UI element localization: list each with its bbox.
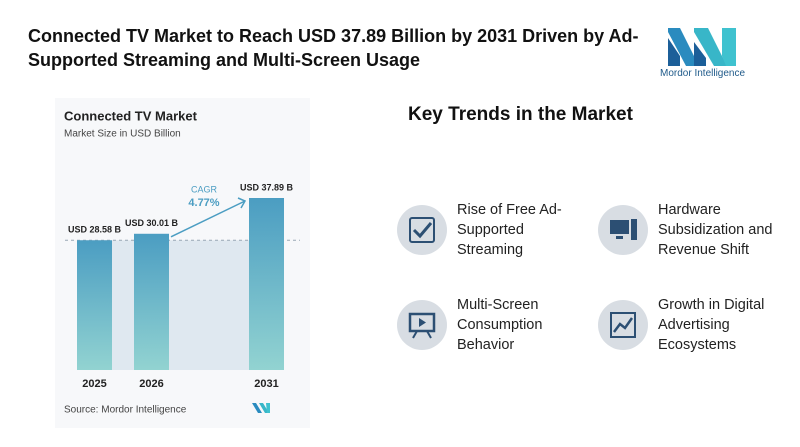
source: Source: Mordor Intelligence xyxy=(64,405,187,416)
trend-text: Growth in Digital Advertising Ecosystems xyxy=(658,297,765,353)
trend-icon xyxy=(598,300,648,350)
x-tick-label: 2025 xyxy=(82,378,106,390)
brand-name: Mordor Intelligence xyxy=(660,68,746,79)
trend-text: Multi-Screen Consumption Behavior xyxy=(457,297,543,353)
trend-item: Growth in Digital Advertising Ecosystems xyxy=(598,285,788,365)
trend-icon xyxy=(397,300,447,350)
cagr-label: CAGR xyxy=(191,184,218,194)
chart: Connected TV Market Market Size in USD B… xyxy=(55,98,310,428)
bar xyxy=(249,198,284,370)
cagr-arrowhead xyxy=(237,197,247,209)
x-tick-label: 2031 xyxy=(254,378,278,390)
cagr-arrow xyxy=(170,200,246,238)
page-title: Connected TV Market to Reach USD 37.89 B… xyxy=(28,26,639,70)
value-label: USD 30.01 B xyxy=(125,218,179,228)
source-logo xyxy=(252,403,270,413)
trend-icon xyxy=(598,205,648,255)
chart-subtitle: Market Size in USD Billion xyxy=(64,129,181,140)
bar xyxy=(77,240,112,370)
trend-item: Rise of Free Ad-Supported Streaming xyxy=(397,190,587,270)
trend-icon xyxy=(397,205,447,255)
trend-item: Hardware Subsidization and Revenue Shift xyxy=(598,190,788,270)
trend-text: Rise of Free Ad-Supported Streaming xyxy=(457,202,562,258)
value-label: USD 28.58 B xyxy=(68,225,122,235)
x-tick-label: 2026 xyxy=(139,378,163,390)
trend-text: Hardware Subsidization and Revenue Shift xyxy=(658,202,773,258)
value-label: USD 37.89 B xyxy=(240,182,294,192)
cagr-value: 4.77% xyxy=(188,197,219,209)
trend-item: Multi-Screen Consumption Behavior xyxy=(397,285,587,365)
trends-title: Key Trends in the Market xyxy=(408,104,633,125)
bar xyxy=(134,233,169,370)
logo xyxy=(668,28,736,66)
chart-title: Connected TV Market xyxy=(64,108,198,123)
